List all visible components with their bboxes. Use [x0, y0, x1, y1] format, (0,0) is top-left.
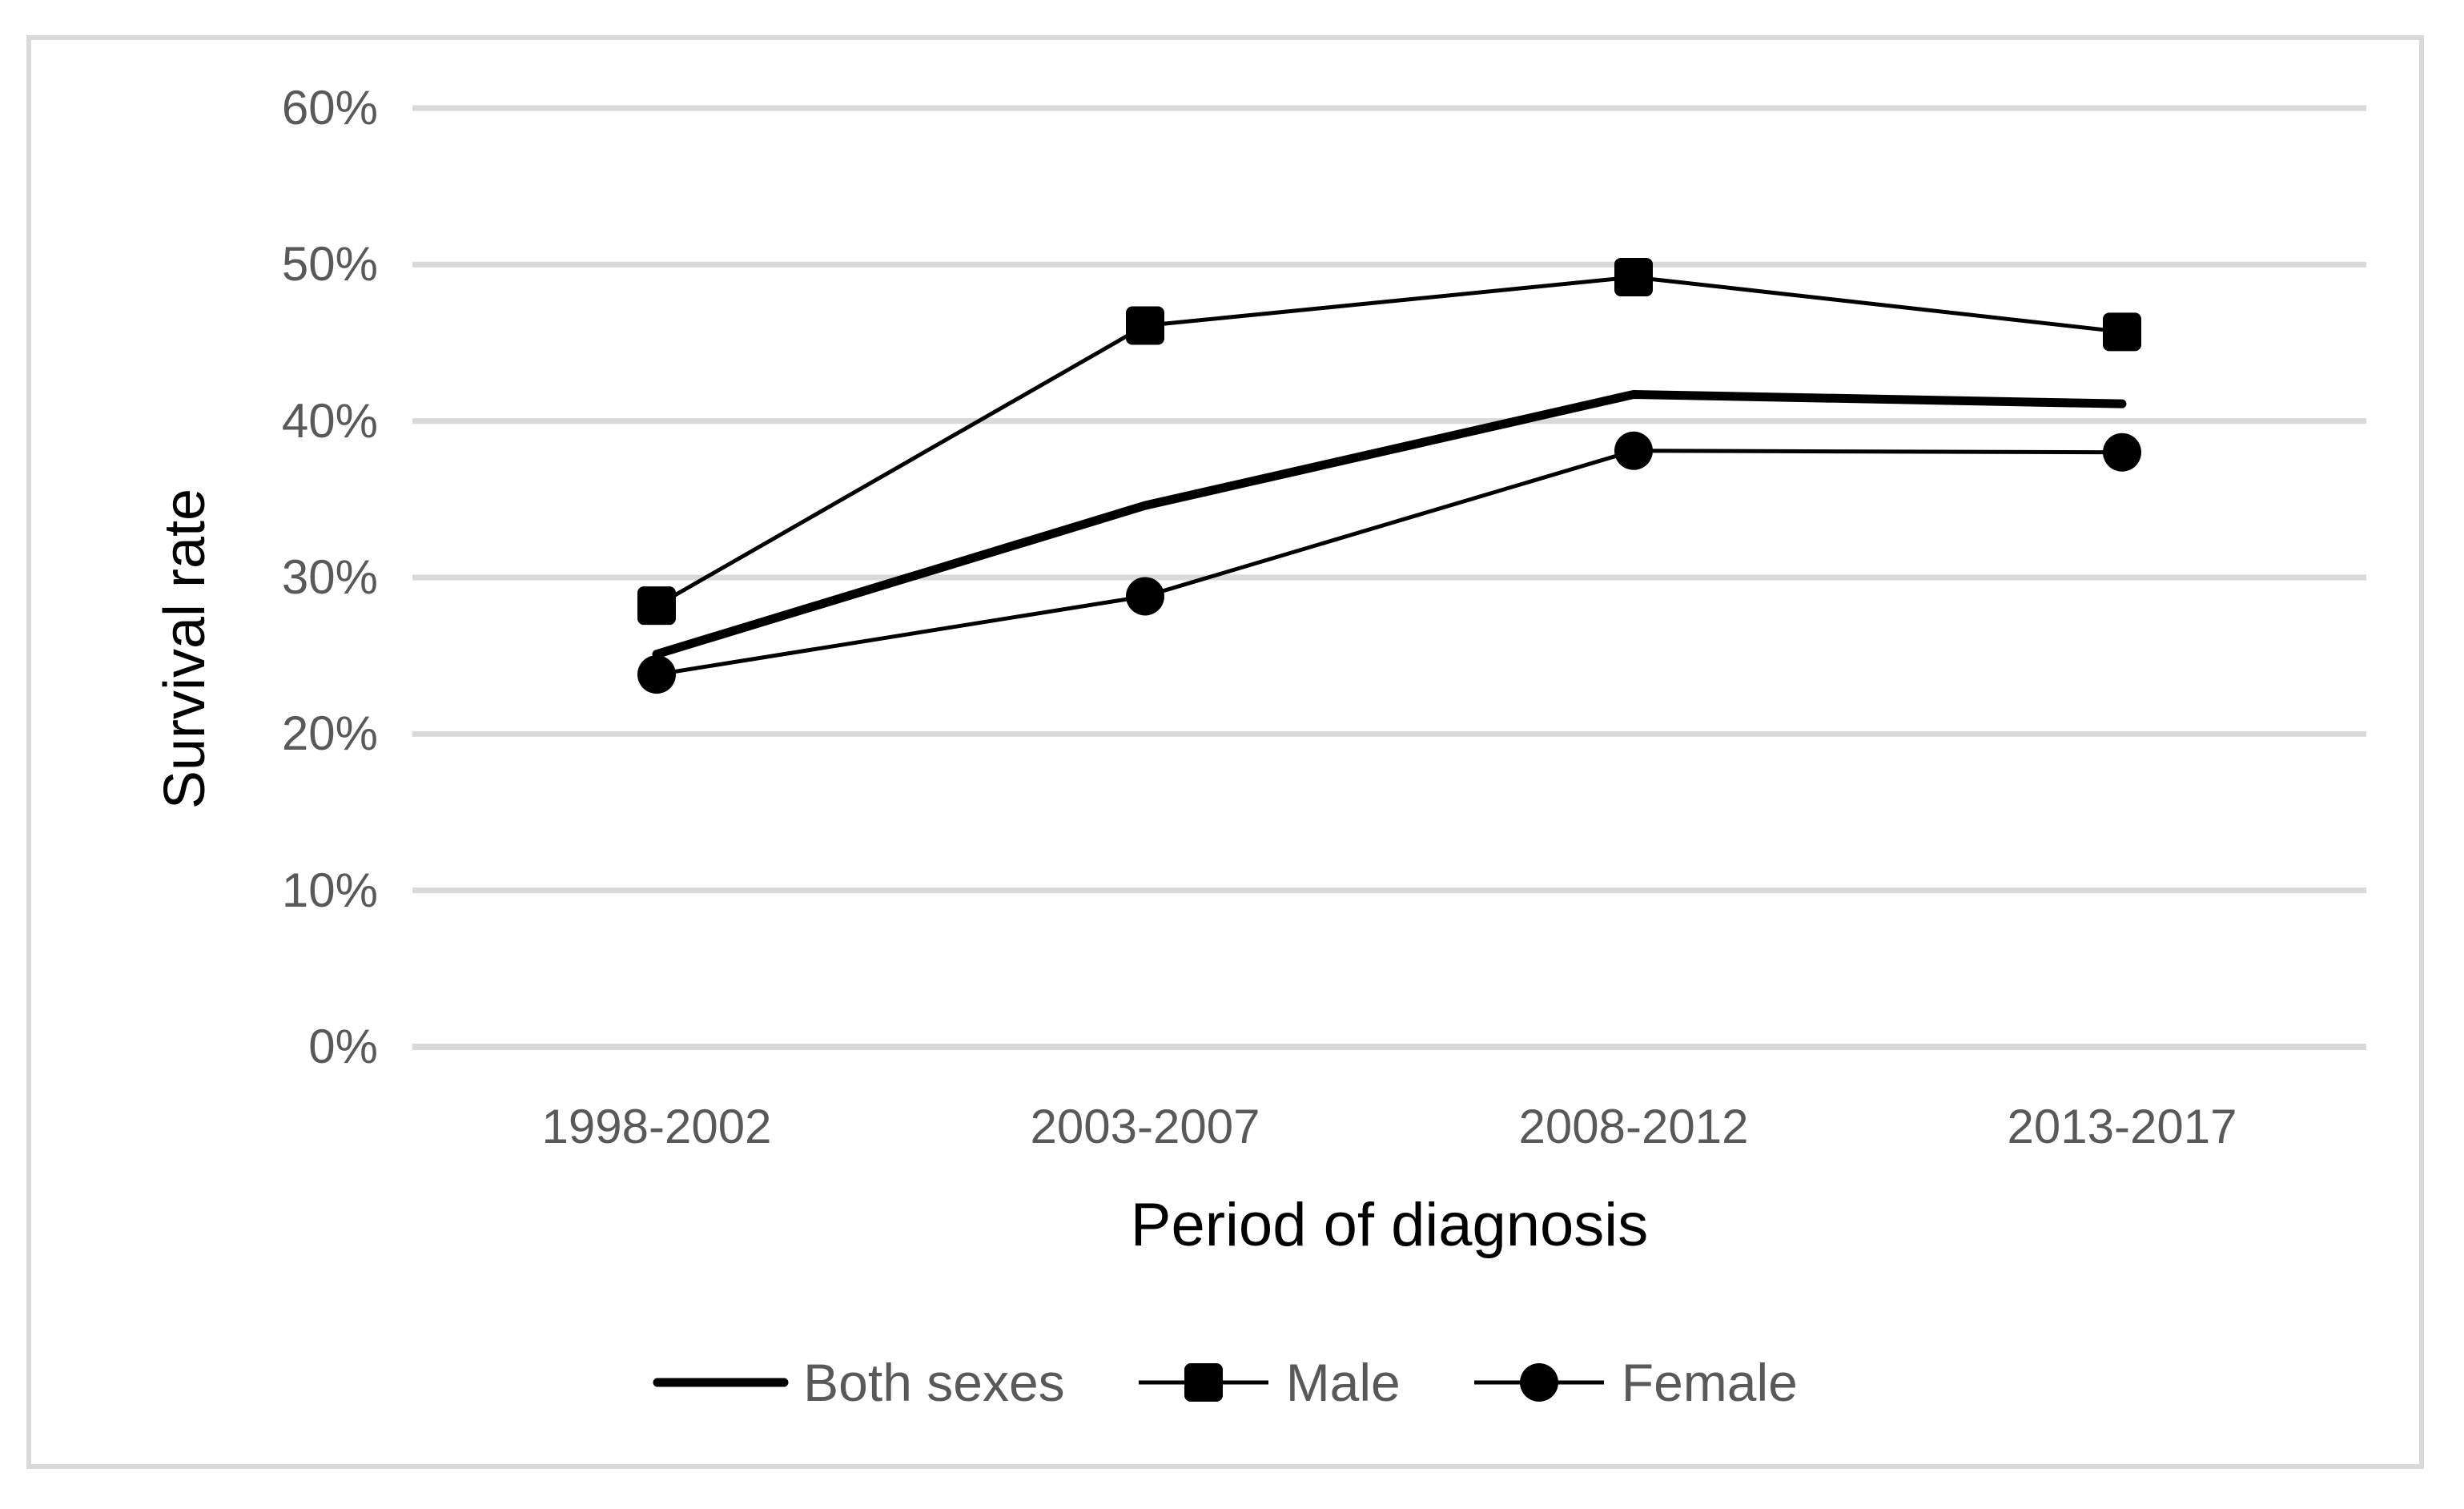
data-point-male-2013-2017	[2103, 312, 2141, 352]
y-axis-title: Survival rate	[153, 488, 217, 810]
x-tick-label-2013-2017: 2013-2017	[2007, 1100, 2237, 1153]
legend-swatch-male-square-marker	[1138, 1363, 1268, 1402]
legend: Both sexes Male Female	[26, 1350, 2424, 1414]
data-point-female-2003-2007	[1126, 577, 1164, 616]
data-point-female-2008-2012	[1614, 431, 1653, 470]
legend-item-both-sexes: Both sexes	[653, 1350, 1065, 1414]
y-tick-label-20%: 20%	[281, 706, 378, 761]
legend-label-both-sexes: Both sexes	[803, 1353, 1065, 1412]
data-point-male-2003-2007	[1126, 306, 1164, 345]
data-point-male-1998-2002	[637, 586, 676, 626]
series-line-female	[654, 449, 2124, 677]
x-tick-label-2008-2012: 2008-2012	[1518, 1100, 1749, 1153]
y-tick-label-40%: 40%	[281, 393, 378, 448]
y-tick-label-0%: 0%	[308, 1020, 378, 1073]
legend-swatch-both-sexes-line	[653, 1378, 789, 1387]
x-axis-title: Period of diagnosis	[1130, 1191, 1649, 1259]
data-point-female-2013-2017	[2103, 433, 2141, 472]
legend-label-male: Male	[1285, 1353, 1401, 1412]
x-tick-label-2003-2007: 2003-2007	[1030, 1100, 1260, 1153]
y-tick-label-10%: 10%	[281, 863, 378, 917]
legend-label-female: Female	[1621, 1353, 1798, 1412]
legend-item-female: Female	[1471, 1350, 1798, 1414]
series-line-male	[654, 275, 2124, 608]
legend-item-male: Male	[1136, 1350, 1401, 1414]
chart-frame	[26, 35, 2424, 1469]
x-tick-label-1998-2002: 1998-2002	[541, 1100, 772, 1153]
data-point-female-1998-2002	[637, 655, 676, 694]
legend-swatch-female-circle-marker	[1473, 1363, 1604, 1402]
y-tick-label-30%: 30%	[281, 550, 378, 604]
y-tick-label-50%: 50%	[281, 237, 378, 292]
data-point-male-2008-2012	[1614, 257, 1653, 296]
series-line-both-sexes	[652, 389, 2127, 659]
y-tick-label-60%: 60%	[281, 81, 378, 135]
